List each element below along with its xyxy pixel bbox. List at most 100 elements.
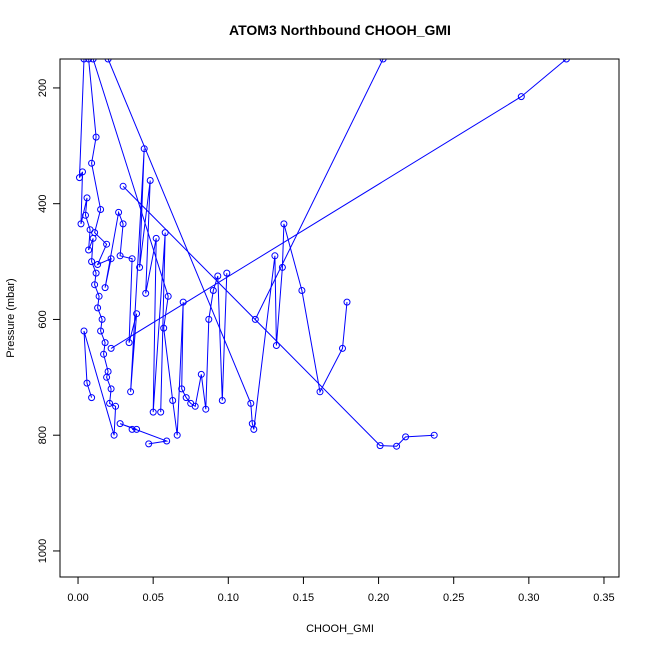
- data-point: [98, 315, 106, 323]
- data-point: [112, 402, 120, 410]
- data-point: [146, 177, 154, 184]
- data-point: [128, 255, 136, 263]
- data-point: [79, 168, 86, 176]
- chart-title: ATOM3 Northbound CHOOH_GMI: [229, 22, 451, 38]
- data-point: [197, 370, 205, 378]
- data-point: [89, 59, 97, 63]
- data-point: [343, 298, 351, 306]
- data-point: [136, 263, 144, 271]
- series-7: [251, 59, 387, 323]
- series-5: [119, 182, 438, 450]
- data-point: [100, 350, 108, 358]
- data-point: [106, 399, 114, 407]
- x-tick-label: 0.00: [67, 592, 88, 604]
- data-point: [107, 385, 115, 393]
- x-axis-label: CHOOH_GMI: [306, 623, 374, 635]
- data-point: [88, 394, 96, 402]
- series-line: [79, 59, 117, 436]
- data-point: [107, 344, 115, 352]
- data-point: [209, 287, 217, 294]
- data-point: [85, 59, 93, 63]
- data-point: [92, 269, 100, 277]
- data-point: [82, 211, 89, 219]
- data-point: [562, 59, 570, 63]
- data-point: [271, 252, 279, 260]
- data-point: [119, 182, 127, 190]
- data-point: [104, 59, 112, 63]
- data-point: [163, 437, 171, 445]
- y-tick-label: 1000: [37, 539, 49, 563]
- data-point: [430, 431, 438, 439]
- data-point: [339, 344, 346, 352]
- data-point: [77, 220, 85, 228]
- data-point: [80, 327, 88, 335]
- data-point: [127, 388, 135, 396]
- data-point: [95, 292, 103, 300]
- data-point: [298, 287, 306, 294]
- series-4: [104, 59, 351, 433]
- data-point: [103, 373, 111, 381]
- y-tick-label: 600: [37, 310, 49, 328]
- x-tick-label: 0.05: [142, 592, 163, 604]
- data-point: [101, 284, 109, 292]
- data-point: [272, 342, 280, 349]
- data-point: [125, 339, 133, 347]
- y-tick-label: 400: [37, 195, 49, 213]
- data-point: [85, 246, 93, 254]
- data-point: [97, 327, 105, 335]
- data-point: [164, 292, 172, 300]
- data-point: [316, 388, 324, 396]
- data-point: [393, 442, 401, 450]
- data-point: [92, 133, 100, 141]
- y-tick-label: 200: [37, 79, 49, 97]
- x-tick-label: 0.25: [443, 592, 464, 604]
- data-point: [88, 258, 96, 266]
- series-6: [107, 59, 570, 352]
- data-point: [142, 289, 150, 297]
- data-point: [161, 229, 169, 237]
- data-point: [116, 420, 124, 428]
- x-tick-label: 0.20: [368, 592, 389, 604]
- data-point: [214, 272, 222, 280]
- data-point: [173, 431, 181, 439]
- data-point: [133, 310, 141, 318]
- data-point: [178, 385, 186, 393]
- data-point: [103, 240, 111, 248]
- data-point: [94, 304, 102, 312]
- series-2: [85, 59, 169, 416]
- series-line: [88, 59, 166, 413]
- data-point: [157, 408, 165, 416]
- data-point: [119, 220, 127, 228]
- data-point: [247, 399, 255, 407]
- data-point: [251, 315, 259, 323]
- data-point: [94, 261, 102, 268]
- data-point: [91, 281, 99, 289]
- series-1: [76, 59, 120, 439]
- series-line: [110, 59, 567, 349]
- data-point: [191, 402, 199, 410]
- series-line: [107, 59, 348, 430]
- x-tick-label: 0.30: [518, 592, 539, 604]
- data-point: [218, 397, 226, 404]
- data-point: [76, 174, 83, 182]
- data-point: [128, 425, 136, 433]
- series-8: [116, 420, 171, 448]
- plot-frame: [59, 58, 620, 578]
- data-point: [107, 255, 115, 263]
- series-line: [254, 59, 384, 320]
- data-point: [517, 93, 525, 101]
- data-point: [83, 194, 91, 202]
- data-point: [149, 408, 157, 416]
- data-point: [379, 59, 387, 63]
- x-tick-label: 0.35: [593, 592, 614, 604]
- data-point: [88, 159, 96, 167]
- data-point: [110, 431, 118, 439]
- data-point: [152, 234, 160, 242]
- series-3: [89, 59, 231, 439]
- data-point: [402, 433, 410, 441]
- series-line: [122, 185, 435, 447]
- data-point: [116, 252, 124, 260]
- y-tick-label: 800: [37, 426, 49, 444]
- data-point: [80, 59, 88, 63]
